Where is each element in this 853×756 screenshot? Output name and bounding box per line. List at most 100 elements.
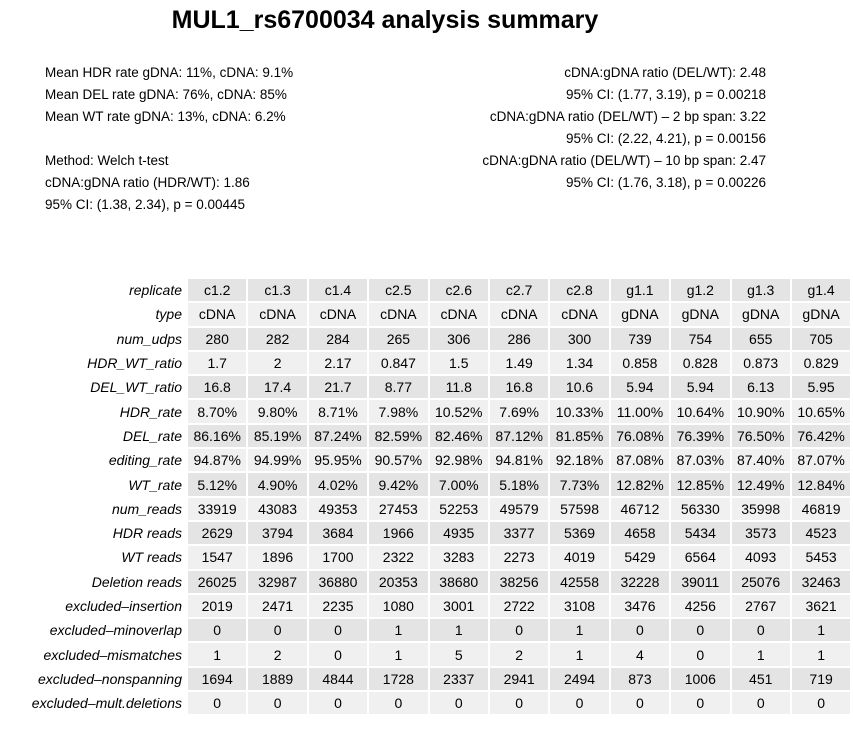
table-cell: 26025 <box>188 570 247 593</box>
table-row: num_reads 33919 43083 49353 27453 52253 49579 5… <box>2 497 851 520</box>
table-cell: 300 <box>550 327 609 350</box>
table-cell: 2494 <box>550 667 609 691</box>
table-cell: 76.39% <box>671 424 730 448</box>
table-cell: 2767 <box>731 594 790 618</box>
table-cell: 94.81% <box>489 449 549 472</box>
table-cell: 0 <box>671 692 730 715</box>
table-cell: 12.82% <box>610 473 670 496</box>
table-cell: 6564 <box>671 546 730 569</box>
table-cell: 12.84% <box>791 473 851 496</box>
table-cell: 46819 <box>791 497 851 520</box>
table-cell: gDNA <box>610 303 670 326</box>
stat-mean-wt-rate: Mean WT rate gDNA: 13%, cDNA: 6.2% <box>45 109 286 124</box>
table-cell: 4935 <box>429 521 488 545</box>
table-cell: 1 <box>791 643 851 666</box>
table-cell: 6.13 <box>731 376 790 399</box>
table-cell: 0 <box>550 692 609 715</box>
stat-hdr-wt-ci: 95% CI: (1.38, 2.34), p = 0.00445 <box>45 197 246 212</box>
table-cell: 5.95 <box>791 376 851 399</box>
table-cell: 87.07% <box>791 449 851 472</box>
table-cell: 2 <box>489 643 549 666</box>
table-cell: 284 <box>308 327 368 350</box>
table-cell: 82.59% <box>369 424 428 448</box>
summary-table-body: replicate c1.2 c1.3 c1.4 c2.5 c2.6 c2.7 c2.8 g1.… <box>2 279 851 715</box>
table-cell: 4 <box>610 643 670 666</box>
table-cell: 38256 <box>489 570 549 593</box>
table-cell: 20353 <box>369 570 428 593</box>
table-cell: 0 <box>610 692 670 715</box>
table-cell: 1966 <box>369 521 428 545</box>
table-cell: 10.65% <box>791 400 851 423</box>
row-label: excluded–mult.deletions <box>31 695 182 712</box>
table-cell: 1694 <box>188 667 247 691</box>
table-cell: 1896 <box>248 546 307 569</box>
table-cell: cDNA <box>429 303 488 326</box>
table-cell: 1.5 <box>429 351 488 375</box>
table-row: WT_rate 5.12% 4.90% 4.02% 9.42% 7.00% 5.18% 7.7… <box>2 473 851 496</box>
table-cell: 1 <box>369 619 428 642</box>
row-label: DEL_rate <box>122 427 182 444</box>
table-cell: 0 <box>489 692 549 715</box>
table-cell: 95.95% <box>308 449 368 472</box>
table-cell: 32228 <box>610 570 670 593</box>
table-cell: 7.69% <box>489 400 549 423</box>
table-cell: cDNA <box>369 303 428 326</box>
table-cell: 5453 <box>791 546 851 569</box>
table-cell: 4523 <box>791 521 851 545</box>
table-cell: 5.94 <box>610 376 670 399</box>
table-cell: 36880 <box>308 570 368 593</box>
table-cell: 0 <box>248 619 307 642</box>
table-cell: 3573 <box>731 521 790 545</box>
table-cell: 1547 <box>188 546 247 569</box>
table-cell: gDNA <box>791 303 851 326</box>
table-cell: 9.80% <box>248 400 307 423</box>
table-cell: 4256 <box>671 594 730 618</box>
table-cell: 7.98% <box>369 400 428 423</box>
table-row: DEL_rate 86.16% 85.19% 87.24% 82.59% 82.46% 87… <box>2 424 851 448</box>
table-cell: 5369 <box>550 521 609 545</box>
table-cell: c2.6 <box>429 279 488 302</box>
table-cell: 87.24% <box>308 424 368 448</box>
table-cell: 2273 <box>489 546 549 569</box>
table-cell: 1 <box>369 643 428 666</box>
table-cell: 8.77 <box>369 376 428 399</box>
table-row: excluded–insertion 2019 2471 2235 1080 3001 27… <box>2 594 851 618</box>
table-cell: 1 <box>550 643 609 666</box>
table-cell: 21.7 <box>308 376 368 399</box>
table-cell: 4844 <box>308 667 368 691</box>
stat-del-wt-ratio: cDNA:gDNA ratio (DEL/WT): 2.48 <box>564 65 766 80</box>
table-cell: 10.6 <box>550 376 609 399</box>
table-cell: 2337 <box>429 667 488 691</box>
table-cell: 17.4 <box>248 376 307 399</box>
table-cell: 7.73% <box>550 473 609 496</box>
table-cell: 12.49% <box>731 473 790 496</box>
table-cell: c1.4 <box>308 279 368 302</box>
table-cell: 2322 <box>369 546 428 569</box>
table-cell: 0.829 <box>791 351 851 375</box>
table-row: excluded–mismatches 1 2 0 1 5 2 1 4 0 1 1 <box>2 643 851 666</box>
table-cell: 4658 <box>610 521 670 545</box>
table-cell: 43083 <box>248 497 307 520</box>
row-label: type <box>155 306 182 323</box>
table-cell: c1.3 <box>248 279 307 302</box>
table-cell: 3283 <box>429 546 488 569</box>
table-cell: 1700 <box>308 546 368 569</box>
table-cell: 2235 <box>308 594 368 618</box>
table-row: WT reads 1547 1896 1700 2322 3283 2273 4019 5429… <box>2 546 851 569</box>
table-cell: 56330 <box>671 497 730 520</box>
table-cell: 1728 <box>369 667 428 691</box>
table-cell: 0 <box>188 619 247 642</box>
row-label: HDR_WT_ratio <box>87 355 182 372</box>
table-row: DEL_WT_ratio 16.8 17.4 21.7 8.77 11.8 16.8 10.6… <box>2 376 851 399</box>
table-cell: g1.1 <box>610 279 670 302</box>
table-cell: 0.828 <box>671 351 730 375</box>
table-row: HDR_WT_ratio 1.7 2 2.17 0.847 1.5 1.49 1.34 0.85… <box>2 351 851 375</box>
table-row: excluded–minoverlap 0 0 0 1 1 0 1 0 0 0 1 <box>2 619 851 642</box>
table-cell: 1.49 <box>489 351 549 375</box>
stat-del-wt-2bp-ci: 95% CI: (2.22, 4.21), p = 0.00156 <box>565 131 766 146</box>
table-cell: 5434 <box>671 521 730 545</box>
table-row: excluded–nonspanning 1694 1889 4844 1728 2337… <box>2 667 851 691</box>
table-cell: 0 <box>429 692 488 715</box>
table-cell: gDNA <box>671 303 730 326</box>
stat-hdr-wt-ratio: cDNA:gDNA ratio (HDR/WT): 1.86 <box>45 175 250 190</box>
